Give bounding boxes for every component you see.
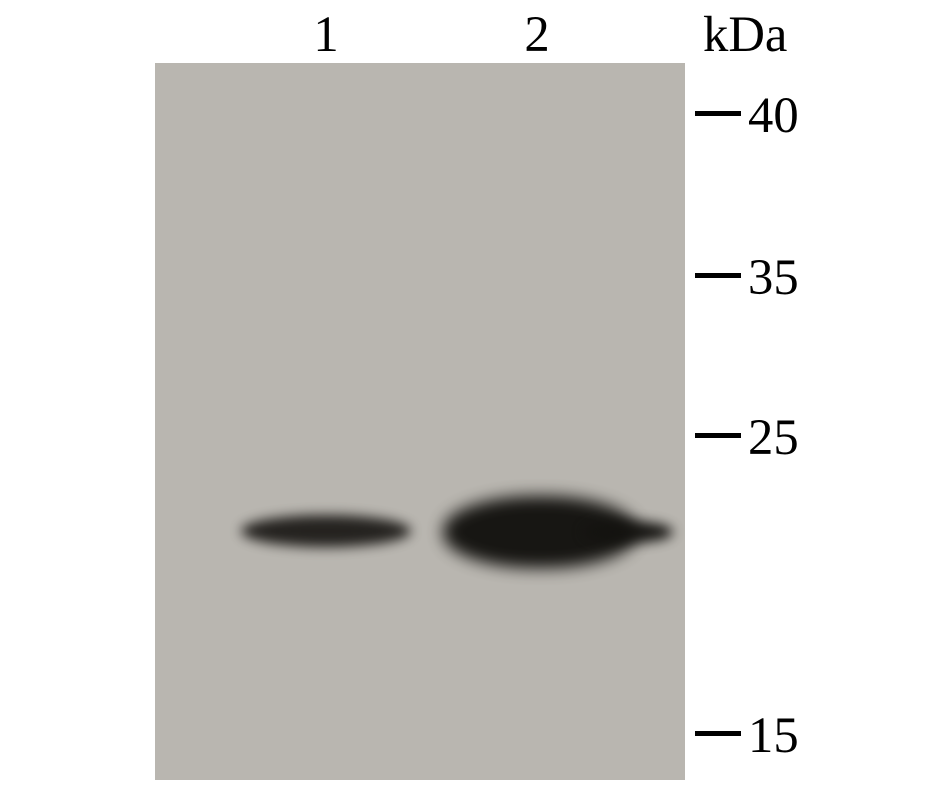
lane-label-2: 2 (507, 5, 567, 63)
kda-unit-label: kDa (703, 5, 787, 63)
mw-tick-35 (695, 273, 741, 278)
mw-label-35: 35 (748, 248, 799, 306)
mw-tick-25 (695, 433, 741, 438)
lane-label-1: 1 (296, 5, 356, 63)
blot-figure: 1 2 kDa 40 35 25 15 (0, 0, 939, 788)
mw-label-15: 15 (748, 706, 799, 764)
mw-label-25: 25 (748, 408, 799, 466)
mw-tick-15 (695, 731, 741, 736)
band-lane2-tail (583, 521, 673, 543)
band-lane1 (241, 515, 411, 547)
mw-tick-40 (695, 111, 741, 116)
mw-label-40: 40 (748, 86, 799, 144)
blot-membrane (155, 63, 685, 780)
